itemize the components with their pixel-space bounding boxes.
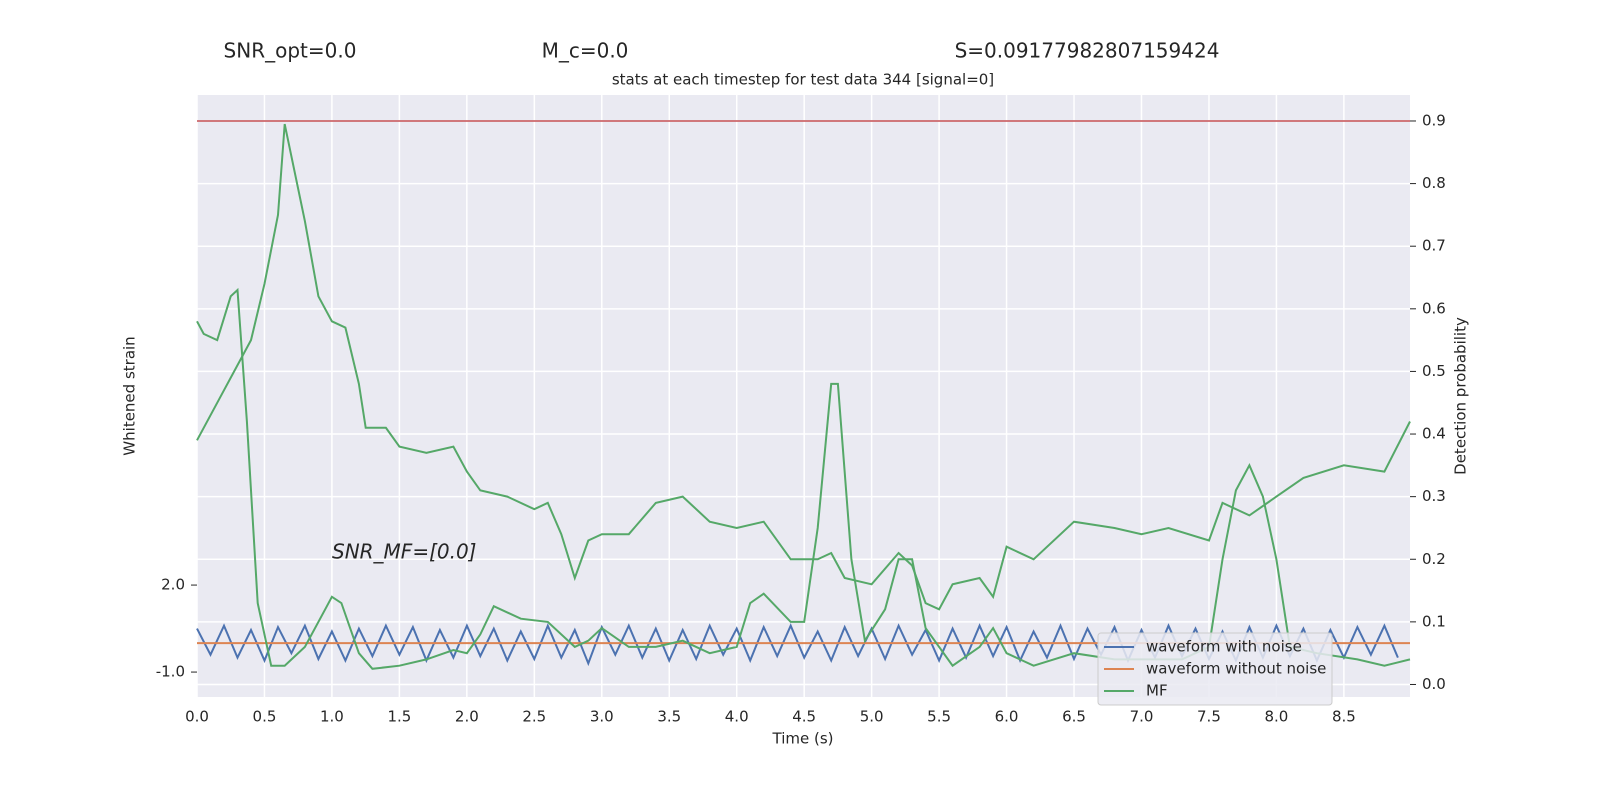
legend-label: waveform without noise: [1146, 660, 1326, 678]
x-tick-label: 6.0: [995, 708, 1019, 726]
x-tick-label: 3.0: [590, 708, 614, 726]
y2-tick-label: 0.2: [1422, 550, 1446, 568]
stat-snr: SNR_opt=0.0: [224, 39, 357, 63]
x-tick-label: 7.0: [1130, 708, 1154, 726]
y2-tick-label: 0.6: [1422, 299, 1446, 317]
x-tick-label: 5.0: [860, 708, 884, 726]
x-tick-label: 2.0: [455, 708, 479, 726]
x-tick-label: 1.0: [320, 708, 344, 726]
x-tick-label: 3.5: [657, 708, 681, 726]
legend-label: MF: [1146, 682, 1168, 700]
x-tick-label: 8.5: [1332, 708, 1356, 726]
legend-box: [1097, 632, 1333, 706]
y2-tick-label: 0.7: [1422, 237, 1446, 255]
x-tick-label: 0.5: [253, 708, 277, 726]
series-line: [196, 123, 1411, 611]
y2-axis-label: Detection probability: [1452, 317, 1470, 475]
y-tick-label: -1.0: [156, 663, 185, 681]
y2-tick-label: 0.1: [1422, 612, 1446, 630]
y2-tick-label: 0.5: [1422, 362, 1446, 380]
x-tick-label: 4.5: [792, 708, 816, 726]
x-tick-label: 7.5: [1197, 708, 1221, 726]
x-tick-label: 8.0: [1264, 708, 1288, 726]
x-tick-label: 1.5: [387, 708, 411, 726]
y2-tick-label: 0.4: [1422, 425, 1446, 443]
y2-tick-label: 0.9: [1422, 111, 1446, 129]
y-tick-label: 2.0: [161, 576, 185, 594]
annotation: SNR_MF=[0.0]: [332, 540, 476, 564]
x-tick-label: 4.0: [725, 708, 749, 726]
chart-title: stats at each timestep for test data 344…: [612, 71, 994, 89]
stat-mc: M_c=0.0: [542, 39, 629, 63]
y2-tick-label: 0.0: [1422, 675, 1446, 693]
x-axis-label: Time (s): [772, 730, 834, 748]
legend-label: waveform with noise: [1146, 638, 1302, 656]
x-tick-label: 6.5: [1062, 708, 1086, 726]
y-axis-label: Whitened strain: [121, 336, 139, 455]
stat-s: S=0.09177982807159424: [955, 39, 1220, 63]
y2-tick-label: 0.3: [1422, 487, 1446, 505]
x-tick-label: 2.5: [522, 708, 546, 726]
x-tick-label: 5.5: [927, 708, 951, 726]
y2-tick-label: 0.8: [1422, 174, 1446, 192]
x-tick-label: 0.0: [185, 708, 209, 726]
